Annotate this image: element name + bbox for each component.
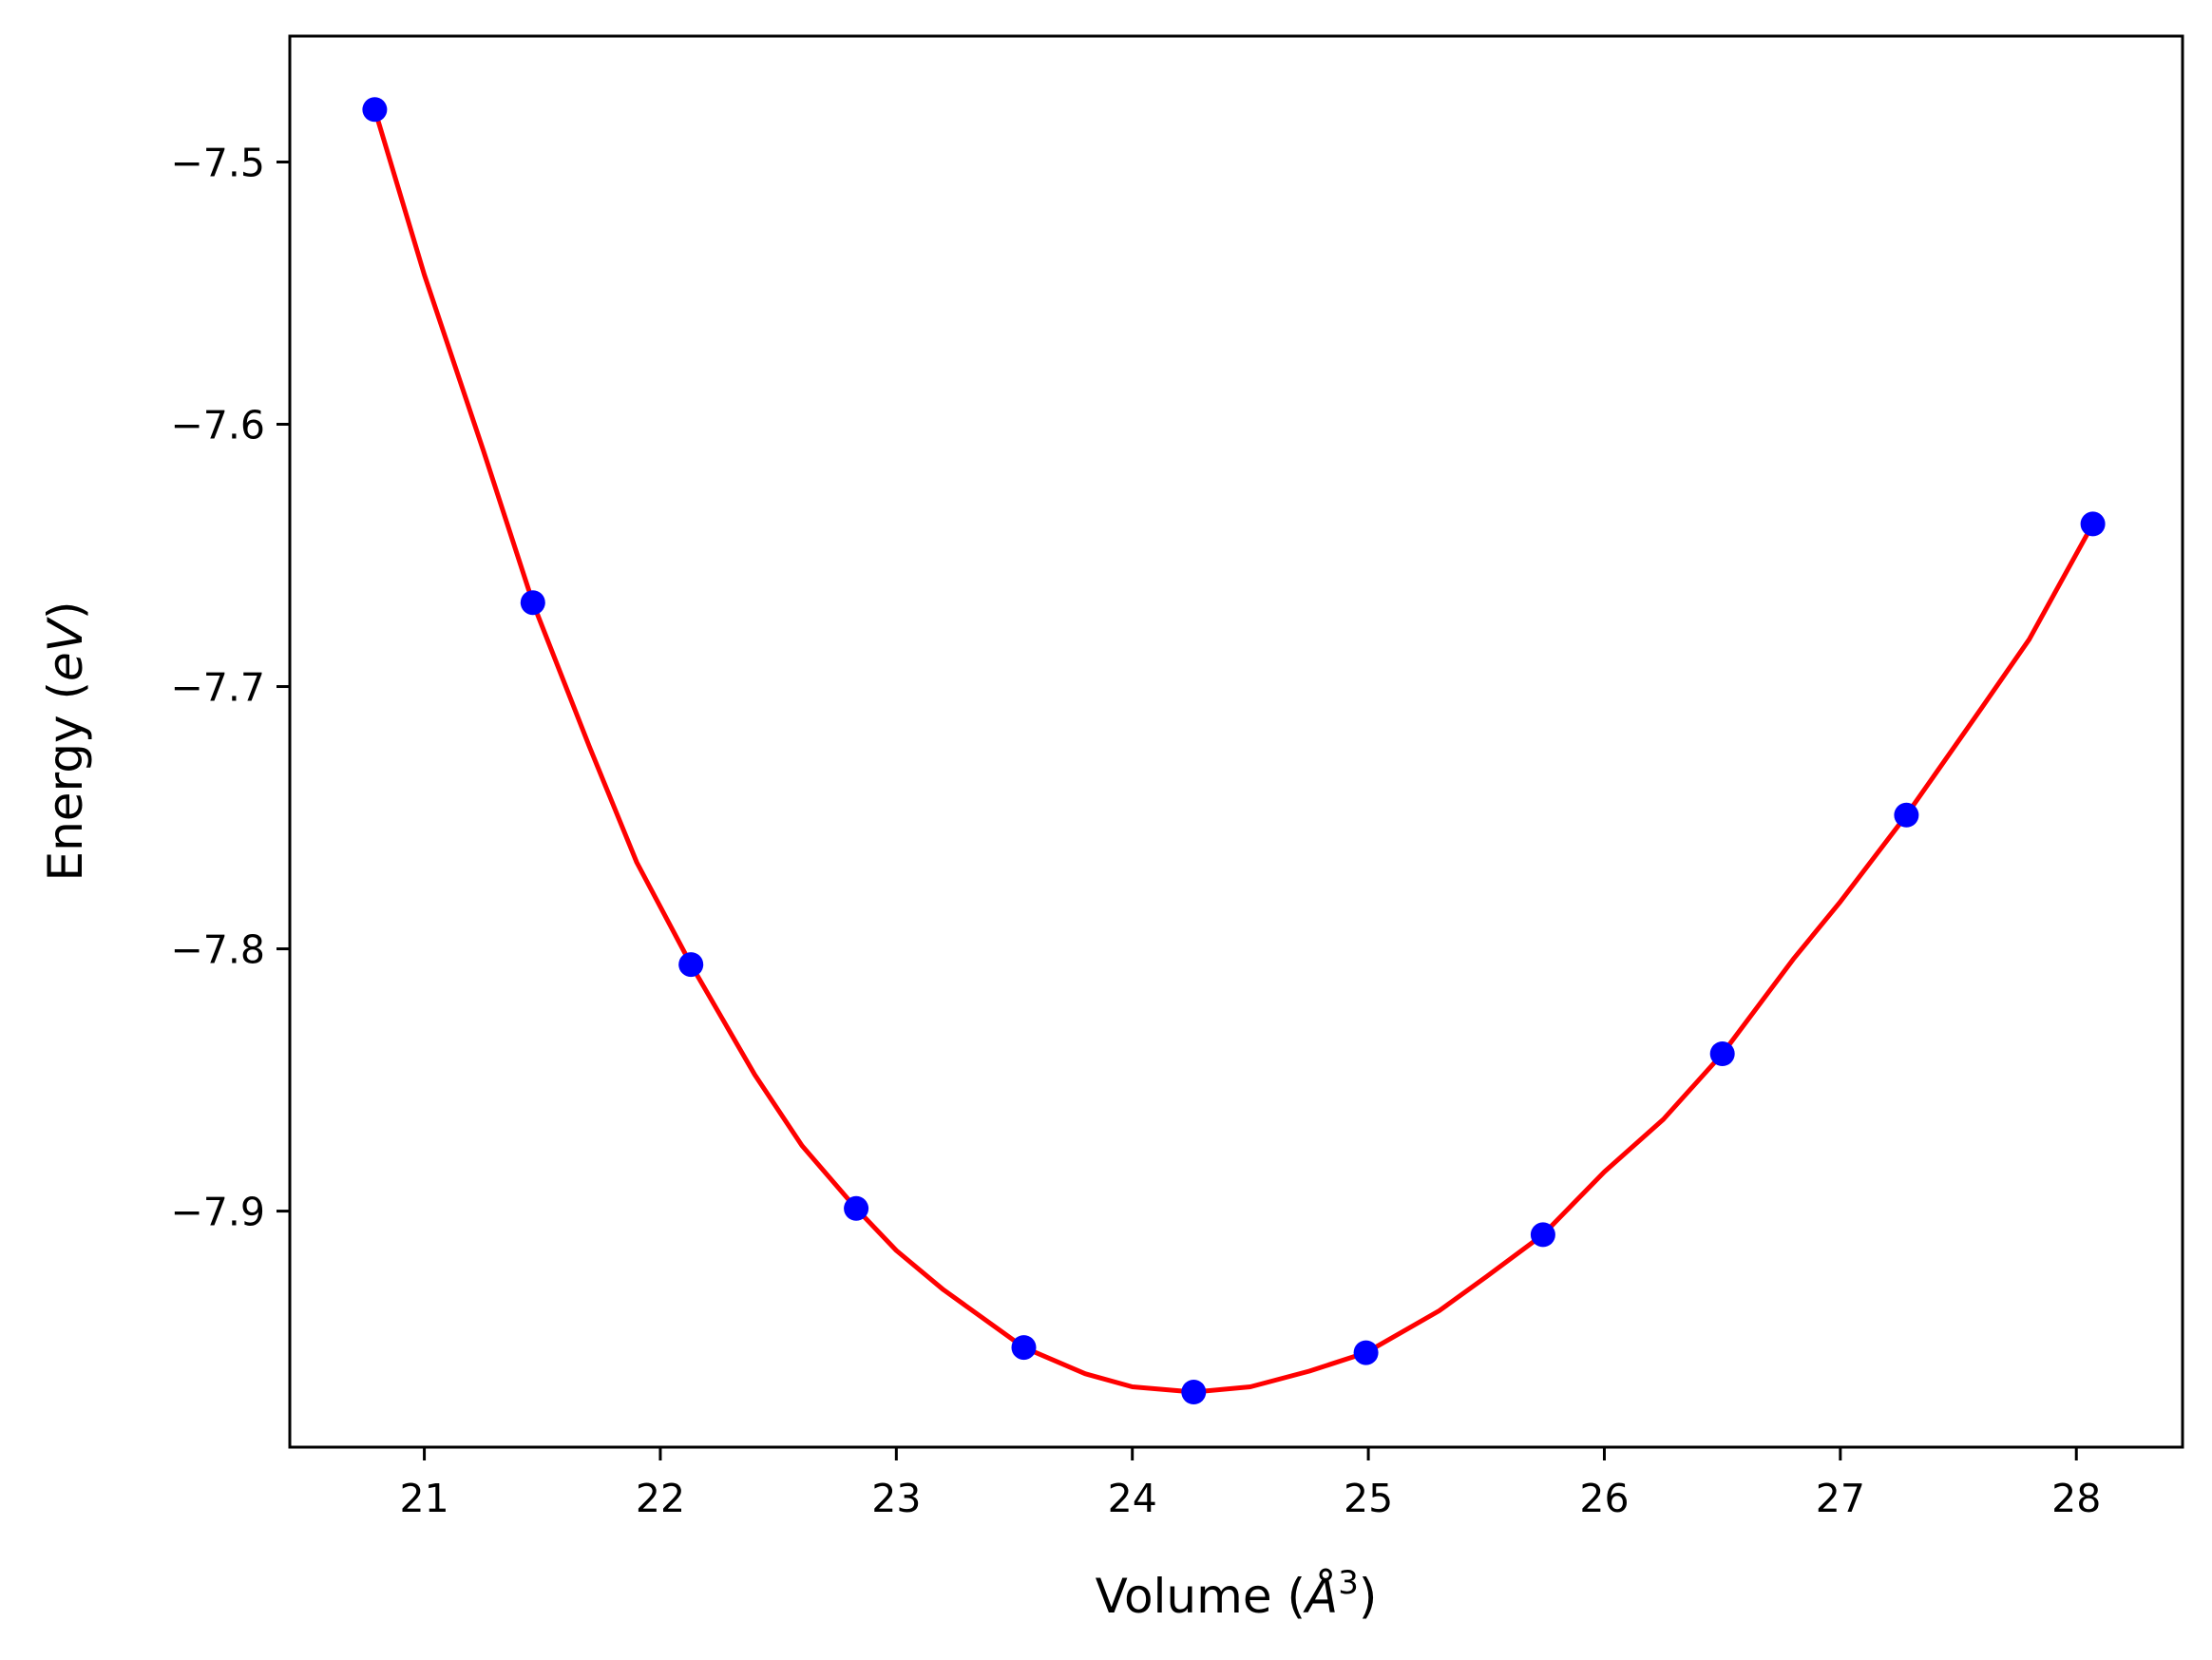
y-tick-label: −7.6 — [170, 403, 265, 448]
x-tick-label: 25 — [1344, 1476, 1393, 1521]
data-points-layer — [362, 97, 2106, 1404]
y-tick-label: −7.5 — [170, 140, 265, 185]
y-tick-label: −7.9 — [170, 1190, 265, 1235]
data-point-4 — [844, 1195, 869, 1221]
x-tick-label: 28 — [2051, 1476, 2101, 1521]
x-axis-label: Volume (Å3) — [1096, 1564, 1378, 1624]
x-tick-label: 26 — [1579, 1476, 1629, 1521]
x-axis-label-unit: Å — [1303, 1569, 1338, 1624]
x-tick-label: 27 — [1816, 1476, 1865, 1521]
data-point-8 — [1530, 1222, 1555, 1248]
x-axis-ticks: 21 22 23 24 25 26 27 28 — [399, 1447, 2101, 1521]
y-axis-label-prefix: Energy ( — [38, 681, 93, 881]
plot-frame — [288, 34, 2184, 1449]
x-tick-label: 23 — [871, 1476, 921, 1521]
y-axis-ticks: −7.5 −7.6 −7.7 −7.8 −7.9 — [170, 140, 290, 1235]
data-point-6 — [1181, 1380, 1207, 1404]
y-axis-label-suffix: ) — [38, 601, 93, 620]
y-tick-label: −7.8 — [170, 927, 265, 973]
data-point-1 — [362, 97, 388, 123]
x-axis-label-suffix: ) — [1359, 1569, 1378, 1624]
data-point-5 — [1011, 1335, 1037, 1361]
data-point-11 — [2080, 511, 2106, 537]
y-axis-label-unit: eV — [38, 616, 93, 681]
y-axis-label: Energy (eV) — [38, 601, 93, 882]
x-tick-label: 21 — [399, 1476, 448, 1521]
data-point-10 — [1894, 802, 1919, 828]
data-point-7 — [1353, 1340, 1379, 1365]
data-point-2 — [520, 590, 545, 616]
data-point-9 — [1709, 1041, 1735, 1066]
data-point-3 — [678, 952, 704, 978]
x-tick-label: 22 — [636, 1476, 685, 1521]
x-axis-label-exponent: 3 — [1338, 1564, 1359, 1602]
x-axis-label-prefix: Volume ( — [1096, 1569, 1306, 1624]
x-tick-label: 24 — [1108, 1476, 1157, 1521]
y-tick-label: −7.7 — [170, 665, 265, 711]
